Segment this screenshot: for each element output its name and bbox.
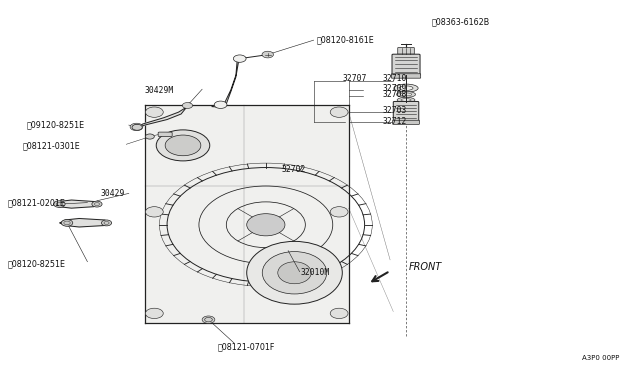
Circle shape xyxy=(145,134,154,139)
Ellipse shape xyxy=(262,251,327,294)
Polygon shape xyxy=(54,200,100,208)
Text: 32708: 32708 xyxy=(383,90,407,99)
Circle shape xyxy=(262,51,273,58)
Text: 30429: 30429 xyxy=(100,189,125,198)
Ellipse shape xyxy=(399,86,413,90)
Polygon shape xyxy=(135,103,191,129)
Circle shape xyxy=(101,220,111,226)
Circle shape xyxy=(234,55,246,62)
Ellipse shape xyxy=(400,93,412,96)
Circle shape xyxy=(330,107,348,117)
Text: 32712: 32712 xyxy=(383,116,407,125)
Text: 32010M: 32010M xyxy=(301,268,330,277)
Circle shape xyxy=(145,107,163,117)
Text: 32710: 32710 xyxy=(383,74,407,83)
Text: Ⓝ08363-6162B: Ⓝ08363-6162B xyxy=(431,17,490,26)
Circle shape xyxy=(130,123,143,131)
Circle shape xyxy=(54,201,65,208)
Circle shape xyxy=(330,308,348,318)
FancyBboxPatch shape xyxy=(393,120,419,124)
FancyBboxPatch shape xyxy=(158,132,172,137)
Text: 32703: 32703 xyxy=(383,106,407,115)
Text: 32707: 32707 xyxy=(342,74,367,83)
Circle shape xyxy=(214,101,227,109)
Text: ⒲08121-0301E: ⒲08121-0301E xyxy=(22,141,80,150)
FancyBboxPatch shape xyxy=(392,54,420,76)
Circle shape xyxy=(156,130,210,161)
Ellipse shape xyxy=(401,99,411,101)
Circle shape xyxy=(145,207,163,217)
Text: 30429M: 30429M xyxy=(145,86,174,94)
Circle shape xyxy=(165,135,201,156)
Ellipse shape xyxy=(396,92,415,97)
Circle shape xyxy=(132,124,142,130)
Polygon shape xyxy=(60,218,111,227)
Ellipse shape xyxy=(278,262,311,284)
Circle shape xyxy=(246,214,285,236)
Circle shape xyxy=(92,201,102,207)
Ellipse shape xyxy=(394,84,418,92)
Text: ⒲09120-8251E: ⒲09120-8251E xyxy=(27,121,85,129)
Circle shape xyxy=(182,103,193,109)
Circle shape xyxy=(145,308,163,318)
FancyBboxPatch shape xyxy=(397,48,414,54)
Text: FRONT: FRONT xyxy=(409,262,442,272)
Text: 32702: 32702 xyxy=(282,165,306,174)
Circle shape xyxy=(202,316,215,323)
Polygon shape xyxy=(145,105,349,323)
Text: ⒲08121-0201E: ⒲08121-0201E xyxy=(8,198,66,207)
Text: 32709: 32709 xyxy=(383,84,407,93)
Circle shape xyxy=(61,219,73,226)
Ellipse shape xyxy=(397,97,415,103)
Circle shape xyxy=(330,207,348,217)
Polygon shape xyxy=(212,58,243,107)
Text: ⒲08120-8161E: ⒲08120-8161E xyxy=(317,36,374,45)
Text: ⒲08121-0701F: ⒲08121-0701F xyxy=(218,342,275,351)
FancyBboxPatch shape xyxy=(392,74,420,78)
Text: ⒲08120-8251E: ⒲08120-8251E xyxy=(8,259,66,268)
Ellipse shape xyxy=(246,241,342,304)
Text: A3P0 00PP: A3P0 00PP xyxy=(582,355,620,361)
FancyBboxPatch shape xyxy=(394,102,419,122)
